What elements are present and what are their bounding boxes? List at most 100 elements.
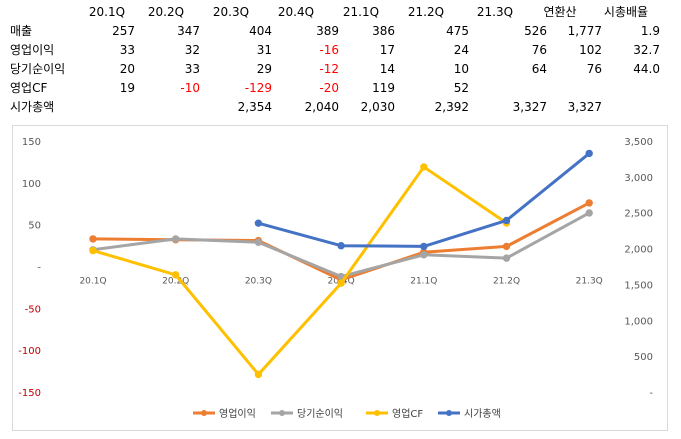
table-cell: 475 bbox=[446, 24, 469, 38]
data-point-series-2 bbox=[172, 235, 180, 243]
row-label: 매출 bbox=[10, 24, 33, 38]
table-cell: 404 bbox=[249, 24, 272, 38]
data-point-series-3 bbox=[254, 370, 263, 379]
row-label: 시가총액 bbox=[10, 100, 55, 114]
data-point-series-2 bbox=[254, 238, 263, 246]
table-cell: 2,030 bbox=[360, 100, 395, 114]
table-cell: 2,040 bbox=[304, 100, 339, 114]
x-axis-tick-label: 21.1Q bbox=[410, 277, 437, 287]
x-axis-tick-label: 20.3Q bbox=[245, 277, 272, 287]
x-axis-tick-label: 20.1Q bbox=[79, 277, 106, 287]
data-point-series-3 bbox=[172, 271, 180, 279]
y-axis-left-tick-label: 100 bbox=[22, 179, 41, 190]
table-cell: 347 bbox=[177, 24, 200, 38]
table-cell: -10 bbox=[180, 81, 200, 95]
column-header: 21.2Q bbox=[407, 5, 445, 19]
table-cell: 119 bbox=[372, 81, 395, 95]
y-axis-right-tick-label: 3,000 bbox=[624, 173, 653, 184]
data-point-series-2 bbox=[502, 254, 511, 262]
y-axis-right-tick-label: 2,500 bbox=[624, 209, 653, 220]
column-header: 20.3Q bbox=[212, 5, 250, 19]
table-cell: 102 bbox=[579, 43, 602, 57]
legend-swatch-marker bbox=[201, 410, 207, 416]
table-cell: 44.0 bbox=[633, 62, 660, 76]
data-point-series-4 bbox=[420, 242, 428, 251]
table-cell: 10 bbox=[453, 62, 469, 76]
y-axis-left-tick-label: -100 bbox=[18, 346, 41, 357]
y-axis-left-tick-label: 50 bbox=[28, 221, 41, 232]
y-axis-right-tick-label: 3,500 bbox=[624, 137, 653, 148]
table-cell: 32 bbox=[184, 43, 200, 57]
data-point-series-1 bbox=[502, 242, 511, 251]
table-cell: 24 bbox=[453, 43, 469, 57]
table-cell: 2,392 bbox=[434, 100, 469, 114]
legend-swatch-marker bbox=[374, 410, 380, 416]
legend-label: 시가총액 bbox=[464, 408, 501, 420]
data-point-series-3 bbox=[420, 163, 428, 171]
y-axis-right-tick-label: - bbox=[649, 388, 653, 399]
table-cell: 76 bbox=[586, 62, 602, 76]
data-point-series-4 bbox=[337, 242, 345, 250]
row-label: 당기순이익 bbox=[10, 62, 66, 76]
table-cell: 386 bbox=[372, 24, 395, 38]
table-cell: 76 bbox=[531, 43, 547, 57]
table-cell: 19 bbox=[119, 81, 135, 95]
data-point-series-1 bbox=[585, 199, 593, 207]
row-label: 영업이익 bbox=[10, 43, 55, 57]
legend-swatch-marker bbox=[446, 410, 452, 416]
data-point-series-4 bbox=[254, 219, 263, 227]
table-cell: 257 bbox=[112, 24, 135, 38]
data-point-series-4 bbox=[585, 149, 593, 158]
table-cell: 64 bbox=[531, 62, 547, 76]
data-point-series-3 bbox=[337, 279, 345, 287]
series-line-3 bbox=[91, 165, 508, 376]
table-cell: 17 bbox=[379, 43, 395, 57]
row-label: 영업CF bbox=[10, 81, 48, 95]
table-cell: -12 bbox=[319, 62, 339, 76]
column-header: 21.1Q bbox=[342, 5, 380, 19]
table-cell: 29 bbox=[256, 62, 272, 76]
column-header: 시총배율 bbox=[603, 5, 649, 19]
legend-swatch-marker bbox=[279, 410, 285, 416]
column-header: 20.2Q bbox=[147, 5, 185, 19]
table-cell: 526 bbox=[524, 24, 547, 38]
data-point-series-3 bbox=[89, 246, 97, 255]
y-axis-left-tick-label: -150 bbox=[18, 388, 41, 399]
column-header: 20.4Q bbox=[277, 5, 315, 19]
table-cell: 31 bbox=[256, 43, 272, 57]
y-axis-right-tick-label: 2,000 bbox=[624, 245, 653, 256]
y-axis-left-tick-label: - bbox=[37, 263, 41, 274]
table-cell: 33 bbox=[119, 43, 135, 57]
table-cell: 32.7 bbox=[633, 43, 660, 57]
table-cell: 33 bbox=[184, 62, 200, 76]
data-table: 20.1Q 20.2Q 20.3Q 20.4Q 21.1Q 21.2Q 21.3Q 연환산 시총… bbox=[0, 0, 681, 116]
table-cell: -20 bbox=[319, 81, 339, 95]
table-cell: -129 bbox=[244, 81, 272, 95]
table-cell: 1.9 bbox=[640, 24, 660, 38]
data-point-series-2 bbox=[585, 209, 593, 217]
data-point-series-4 bbox=[502, 216, 511, 225]
column-header: 21.3Q bbox=[476, 5, 514, 19]
table-cell: 3,327 bbox=[567, 100, 602, 114]
legend-label: 당기순이익 bbox=[297, 408, 343, 420]
y-axis-left-tick-label: -50 bbox=[25, 304, 41, 315]
column-header: 연환산 bbox=[543, 5, 577, 19]
table-cell: 1,777 bbox=[567, 24, 602, 38]
y-axis-right-tick-label: 1,500 bbox=[624, 280, 653, 291]
table-cell: 389 bbox=[316, 24, 339, 38]
table-cell: 3,327 bbox=[512, 100, 547, 114]
x-axis-tick-label: 20.2Q bbox=[162, 277, 189, 287]
legend-label: 영업이익 bbox=[219, 407, 256, 420]
x-axis-tick-label: 21.3Q bbox=[576, 277, 603, 287]
column-header: 20.1Q bbox=[88, 5, 126, 19]
x-axis-tick-label: 21.2Q bbox=[493, 277, 520, 287]
y-axis-left-tick-label: 150 bbox=[22, 137, 41, 148]
table-cell: 52 bbox=[453, 81, 469, 95]
y-axis-right-tick-label: 500 bbox=[634, 352, 653, 363]
chart-area: 150 100 50 - -50 -100 -150 3,500 3,000 2,500 2,000… bbox=[12, 125, 668, 431]
legend-label: 영업CF bbox=[392, 407, 423, 420]
table-cell: 20 bbox=[119, 62, 135, 76]
line-chart: 150 100 50 - -50 -100 -150 3,500 3,000 2,500 2,000… bbox=[18, 137, 653, 420]
data-point-series-1 bbox=[89, 235, 97, 243]
data-point-series-2 bbox=[420, 251, 428, 259]
